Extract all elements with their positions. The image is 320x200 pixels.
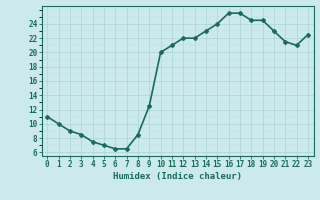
X-axis label: Humidex (Indice chaleur): Humidex (Indice chaleur) <box>113 172 242 181</box>
